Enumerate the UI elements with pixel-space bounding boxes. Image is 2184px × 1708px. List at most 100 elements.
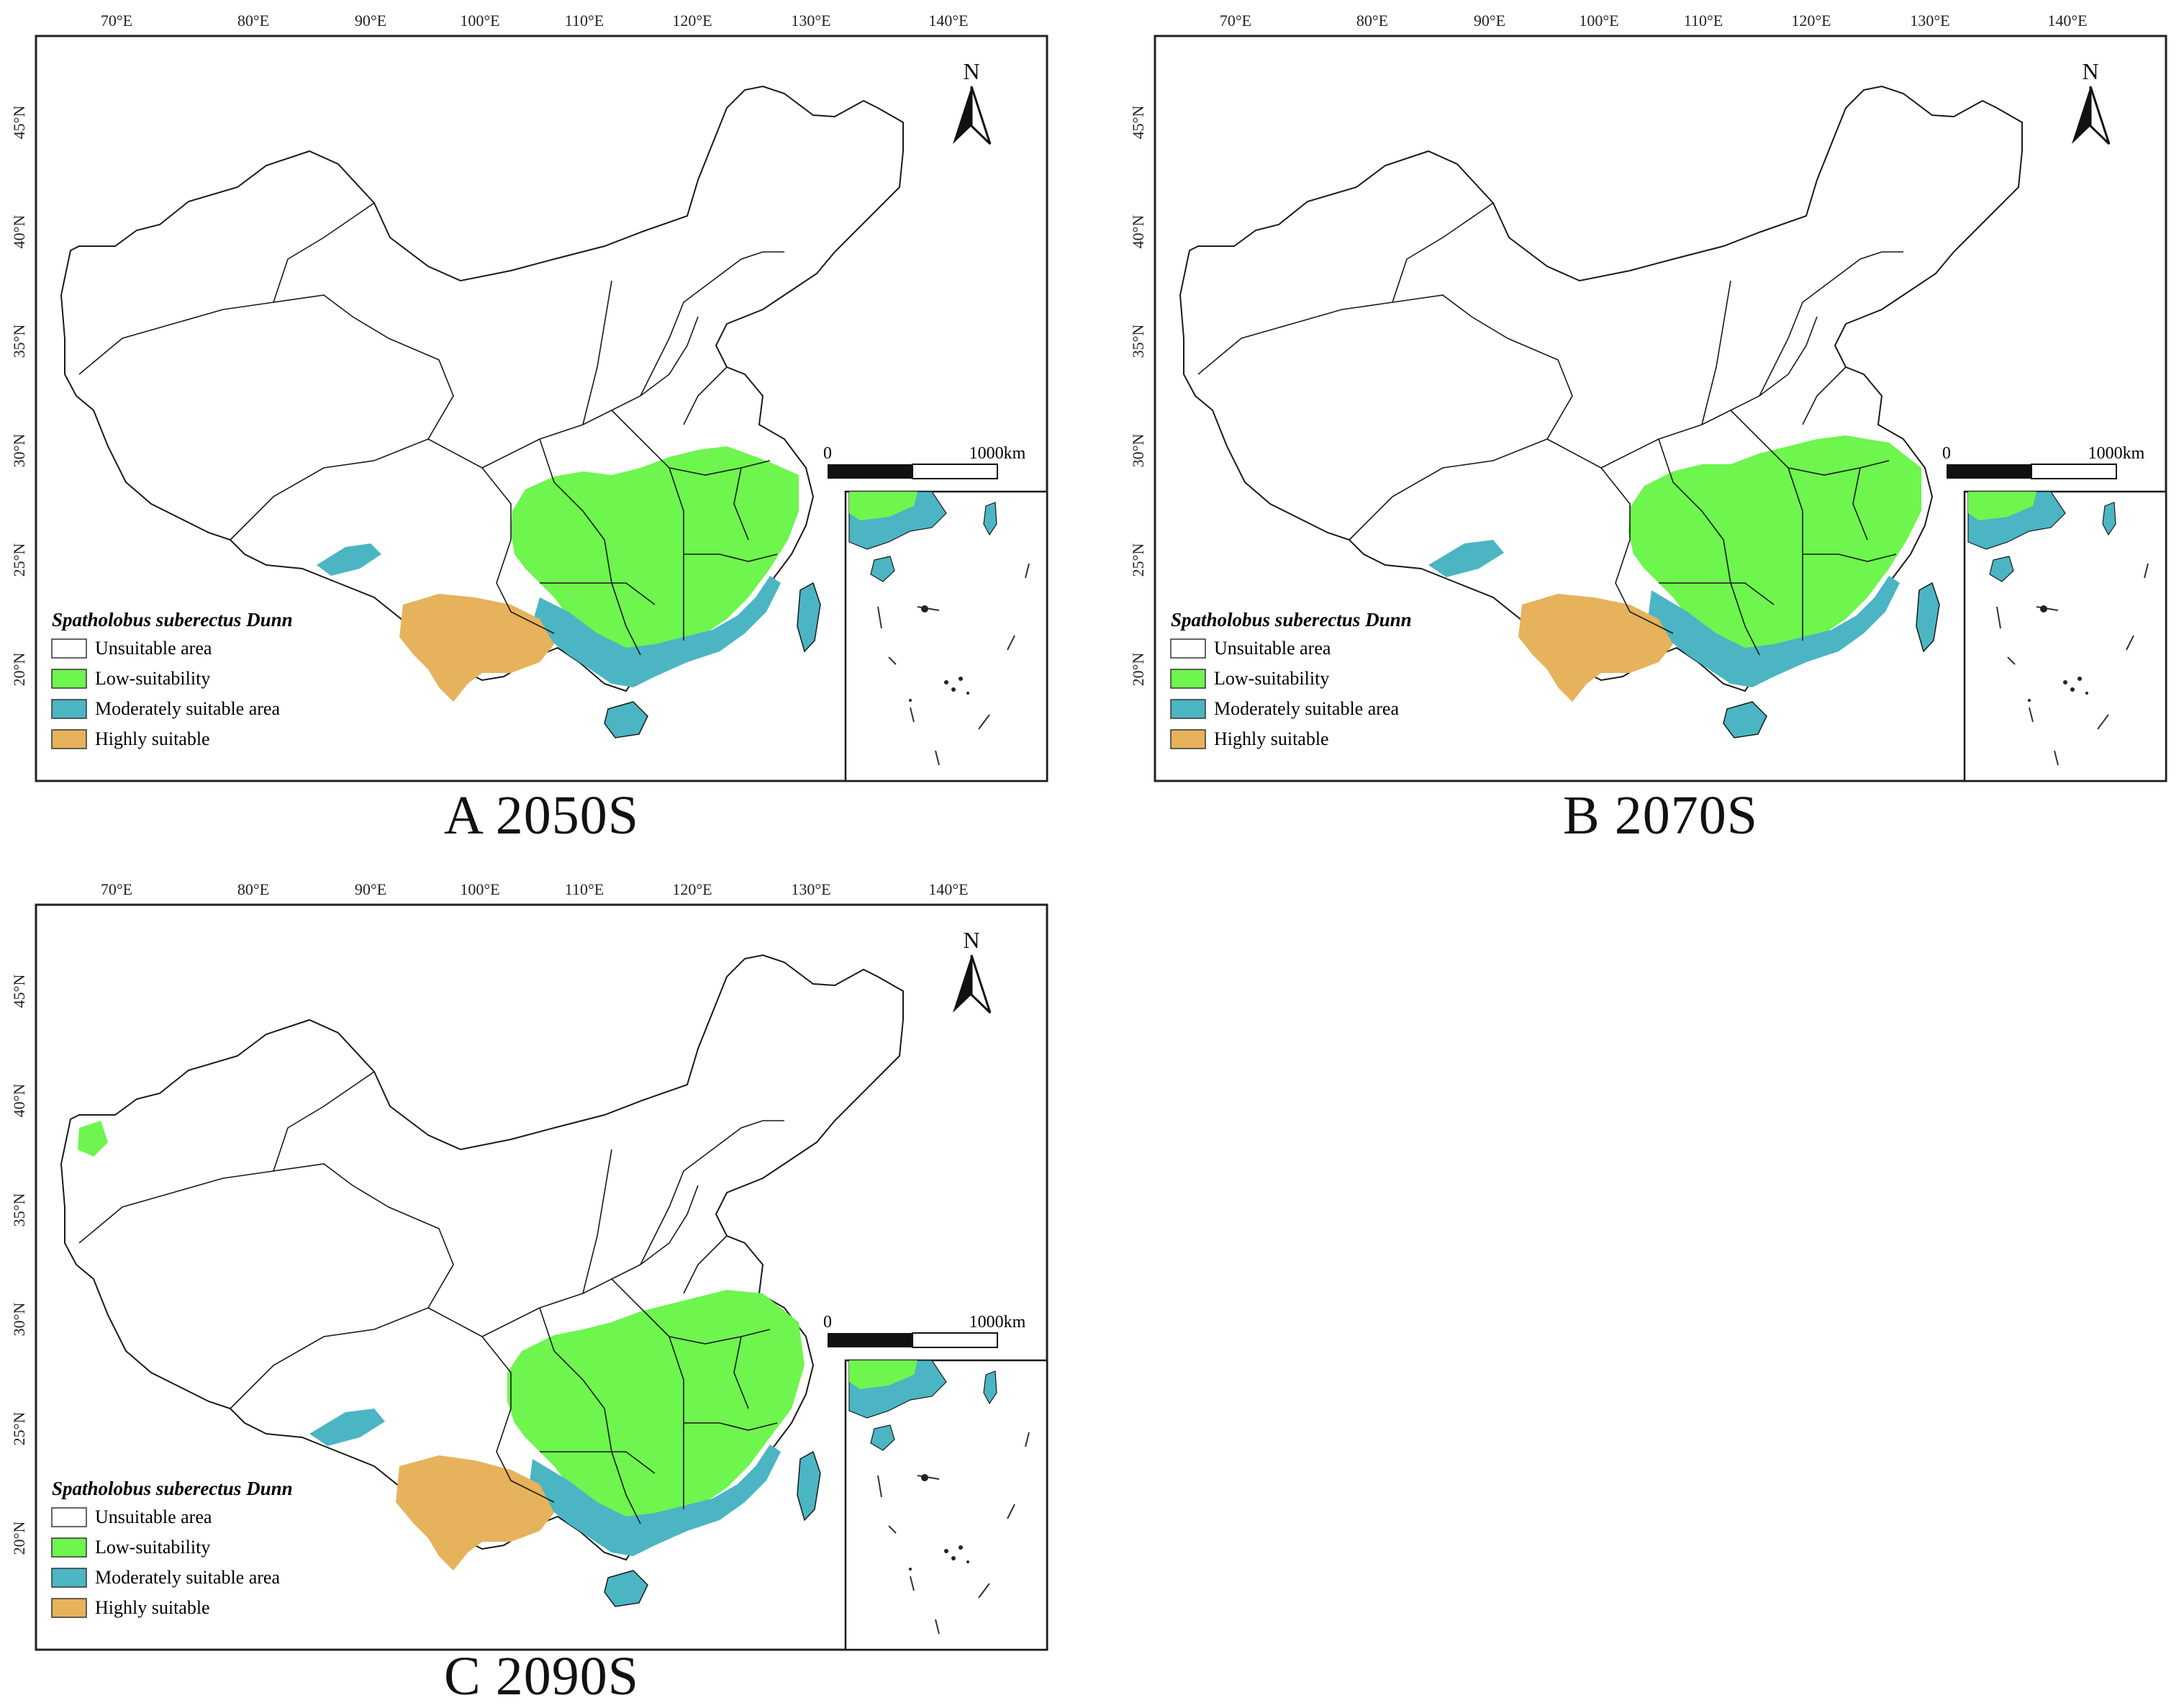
north-label: N (963, 927, 979, 953)
scale-start-label: 0 (823, 444, 832, 463)
lat-tick: 20°N (10, 653, 28, 687)
legend-swatch-unsuitable (51, 1507, 87, 1527)
legend-title: Spatholobus suberectus Dunn (52, 1478, 293, 1499)
latitude-ticks: 45°N 40°N 35°N 30°N 25°N 20°N (10, 106, 28, 687)
taiwan-island (1916, 582, 1940, 653)
lat-tick: 30°N (10, 434, 28, 468)
suitability-map: 70°E 80°E 90°E 100°E 110°E 120°E 130°E 1… (10, 12, 1048, 782)
high-suitability-region (1518, 594, 1673, 702)
province-boundaries (78, 202, 784, 656)
province-boundaries (78, 1071, 784, 1524)
lat-tick: 45°N (10, 106, 28, 140)
legend-label: Low-suitability (95, 1537, 210, 1558)
legend-label: Low-suitability (95, 668, 210, 689)
lon-tick: 80°E (1356, 12, 1388, 30)
legend-swatch-unsuitable (1170, 638, 1206, 659)
map-panel-b: 70°E 80°E 90°E 100°E 110°E 120°E 130°E 1… (1129, 12, 2167, 782)
latitude-ticks: 45°N 40°N 35°N 30°N 25°N 20°N (10, 975, 28, 1555)
legend-label: Low-suitability (1214, 668, 1329, 689)
lon-tick: 120°E (1791, 12, 1831, 30)
legend-label: Moderately suitable area (95, 1567, 280, 1588)
hainan-island (604, 701, 648, 738)
lon-tick: 120°E (672, 880, 712, 898)
legend-title: Spatholobus suberectus Dunn (52, 609, 293, 631)
lat-tick: 20°N (10, 1522, 28, 1555)
moderate-suitability-region (529, 1445, 781, 1556)
lon-tick: 70°E (101, 880, 132, 898)
legend-swatch-moderate (1170, 699, 1206, 719)
scale-bar: 0 1000km (823, 1313, 1026, 1348)
taiwan-island (797, 1450, 821, 1522)
suitability-map: 70°E 80°E 90°E 100°E 110°E 120°E 130°E 1… (10, 880, 1048, 1651)
lon-tick: 70°E (101, 12, 132, 30)
lon-tick: 70°E (1220, 12, 1251, 30)
low-suitability-region (511, 446, 799, 655)
legend-swatch-low (1170, 669, 1206, 689)
longitude-ticks: 70°E 80°E 90°E 100°E 110°E 120°E 130°E 1… (1220, 12, 2088, 30)
latitude-ticks: 45°N 40°N 35°N 30°N 25°N 20°N (1129, 106, 1147, 687)
lon-tick: 110°E (1684, 12, 1723, 30)
legend-label: Unsuitable area (1214, 638, 1331, 659)
lat-tick: 40°N (10, 215, 28, 249)
north-arrow-icon: N (2072, 58, 2111, 145)
legend-swatch-high (1170, 729, 1206, 749)
lon-tick: 130°E (1910, 12, 1949, 30)
legend-swatch-moderate (51, 699, 87, 719)
moderate-suitability-region (533, 576, 781, 687)
province-boundaries (1197, 202, 1903, 656)
lat-tick: 25°N (10, 543, 28, 577)
legend: Spatholobus suberectus Dunn Unsuitable a… (51, 609, 293, 749)
lat-tick: 45°N (1129, 106, 1147, 140)
lat-tick: 35°N (10, 325, 28, 358)
legend-swatch-low (51, 669, 87, 689)
legend-label: Highly suitable (1214, 728, 1329, 749)
lat-tick: 25°N (1129, 543, 1147, 577)
lon-tick: 130°E (791, 12, 830, 30)
lon-tick: 80°E (237, 12, 269, 30)
lat-tick: 30°N (10, 1303, 28, 1337)
south-china-sea-inset (844, 490, 1048, 782)
legend-swatch-unsuitable (51, 638, 87, 659)
tibet-moderate-patch (1428, 540, 1504, 577)
low-suitability-region (507, 1290, 805, 1524)
legend-swatch-high (51, 1598, 87, 1618)
high-suitability-region (396, 1455, 554, 1571)
north-label: N (963, 58, 979, 84)
legend-label: Unsuitable area (95, 638, 212, 659)
scale-end-label: 1000km (969, 444, 1026, 463)
legend-swatch-moderate (51, 1568, 87, 1588)
lon-tick: 120°E (672, 12, 712, 30)
lon-tick: 80°E (237, 880, 269, 898)
map-panel-c: 70°E 80°E 90°E 100°E 110°E 120°E 130°E 1… (10, 880, 1048, 1651)
taiwan-island (797, 582, 821, 653)
lat-tick: 25°N (10, 1412, 28, 1446)
legend-swatch-high (51, 729, 87, 749)
tibet-moderate-patch (309, 1409, 385, 1446)
lon-tick: 140°E (2047, 12, 2087, 30)
longitude-ticks: 70°E 80°E 90°E 100°E 110°E 120°E 130°E 1… (101, 12, 969, 30)
lon-tick: 130°E (791, 880, 830, 898)
south-china-sea-inset (1963, 490, 2167, 782)
suitability-map: 70°E 80°E 90°E 100°E 110°E 120°E 130°E 1… (1129, 12, 2167, 782)
longitude-ticks: 70°E 80°E 90°E 100°E 110°E 120°E 130°E 1… (101, 880, 969, 898)
lon-tick: 110°E (565, 12, 604, 30)
north-arrow-icon: N (953, 58, 992, 145)
hainan-island (1723, 701, 1767, 738)
moderate-suitability-region (1648, 576, 1900, 687)
legend-title: Spatholobus suberectus Dunn (1171, 609, 1412, 631)
lat-tick: 45°N (10, 975, 28, 1008)
scale-end-label: 1000km (969, 1313, 1026, 1332)
panel-caption: A 2050S (444, 785, 639, 846)
north-label: N (2082, 58, 2098, 84)
lon-tick: 90°E (355, 880, 386, 898)
panel-caption: B 2070S (1563, 785, 1758, 846)
scale-end-label: 1000km (2088, 444, 2145, 463)
south-china-sea-inset (844, 1359, 1048, 1651)
scale-bar: 0 1000km (1942, 444, 2145, 479)
lon-tick: 100°E (1579, 12, 1618, 30)
scale-start-label: 0 (1942, 444, 1951, 463)
legend-label: Highly suitable (95, 1597, 210, 1618)
north-arrow-icon: N (953, 927, 992, 1014)
lon-tick: 100°E (460, 12, 499, 30)
lon-tick: 90°E (1474, 12, 1505, 30)
